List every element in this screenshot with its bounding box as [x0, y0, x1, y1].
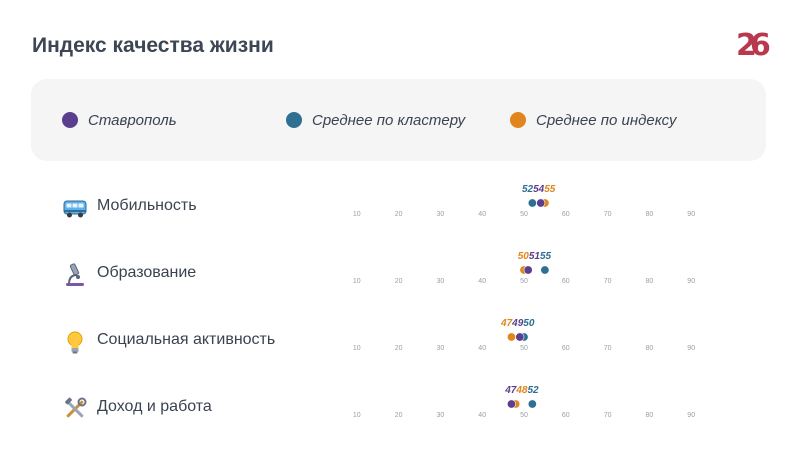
legend-dot-city	[62, 112, 78, 128]
tick-label: 50	[520, 412, 528, 419]
tick-label: 80	[646, 211, 654, 218]
tick-label: 30	[437, 211, 445, 218]
tick-label: 10	[353, 345, 361, 352]
tick-label: 10	[353, 412, 361, 419]
tick-label: 50	[520, 345, 528, 352]
tick-label: 30	[437, 278, 445, 285]
legend-dot-index	[510, 112, 526, 128]
marker-cluster	[540, 265, 550, 275]
tick-label: 80	[646, 412, 654, 419]
logo-digit: 2	[736, 28, 757, 63]
tick-label: 60	[562, 278, 570, 285]
row-label: Образование	[97, 264, 197, 281]
bus-icon	[62, 195, 88, 221]
tick-label: 70	[604, 211, 612, 218]
row-chart: 10 20 30 40 50 60 70 80 90 525455	[313, 184, 735, 218]
value-label-index: 48	[515, 385, 528, 396]
tick-label: 90	[687, 278, 695, 285]
marker-cluster	[527, 399, 537, 409]
page-title: Индекс качества жизни	[32, 34, 274, 57]
row-label: Мобильность	[97, 197, 197, 214]
tick-label: 40	[478, 211, 486, 218]
marker-index	[506, 332, 516, 342]
value-label-city: 47	[504, 385, 517, 396]
chart-row: Социальная активность 10 20 30 40 50 60 70 80 90 4…	[0, 318, 800, 361]
value-label-index: 47	[500, 318, 513, 329]
marker-city	[523, 265, 533, 275]
tick-label: 40	[478, 278, 486, 285]
value-label-cluster: 50	[523, 318, 535, 329]
tick-label: 70	[604, 278, 612, 285]
value-label-city: 49	[511, 318, 524, 329]
value-label-index: 50	[518, 251, 530, 262]
legend-item-index: Среднее по индексу	[510, 109, 677, 131]
tick-label: 20	[395, 211, 403, 218]
legend: Ставрополь Среднее по кластеру Среднее п…	[31, 79, 766, 161]
legend-item-cluster: Среднее по кластеру	[286, 109, 465, 131]
value-label-cluster: 52	[527, 385, 539, 396]
legend-label: Среднее по кластеру	[312, 111, 466, 129]
tick-label: 30	[437, 345, 445, 352]
tick-label: 70	[604, 345, 612, 352]
tick-label: 20	[395, 345, 403, 352]
microscope-icon	[62, 262, 88, 288]
tick-label: 20	[395, 278, 403, 285]
tick-label: 10	[353, 211, 361, 218]
marker-city	[506, 399, 516, 409]
value-label-index: 55	[544, 184, 556, 195]
row-label: Социальная активность	[97, 331, 276, 348]
tick-label: 40	[478, 345, 486, 352]
tick-label: 50	[520, 278, 528, 285]
marker-city	[515, 332, 525, 342]
value-labels: 525455	[522, 184, 556, 195]
tick-label: 80	[646, 278, 654, 285]
legend-label: Среднее по индексу	[536, 111, 677, 129]
value-labels: 505155	[518, 251, 552, 262]
tools-icon	[62, 396, 88, 422]
tick-label: 60	[562, 412, 570, 419]
logo-digit: 6	[750, 28, 771, 63]
value-labels: 474950	[500, 318, 535, 329]
tick-label: 60	[562, 211, 570, 218]
legend-item-city: Ставрополь	[62, 109, 177, 131]
tick-label: 90	[687, 412, 695, 419]
legend-label: Ставрополь	[88, 111, 177, 129]
chart-row: Мобильность 10 20 30 40 50 60 70 80 90 525455	[0, 184, 800, 227]
tick-label: 50	[520, 211, 528, 218]
tick-label: 80	[646, 345, 654, 352]
value-label-city: 54	[533, 184, 545, 195]
row-chart: 10 20 30 40 50 60 70 80 90 474852	[313, 385, 735, 419]
tick-label: 20	[395, 412, 403, 419]
tick-label: 60	[562, 345, 570, 352]
value-labels: 474852	[504, 385, 539, 396]
tick-label: 90	[687, 211, 695, 218]
value-label-cluster: 55	[540, 251, 552, 262]
chart-row: Доход и работа 10 20 30 40 50 60 70 80 90 474852	[0, 385, 800, 428]
lightbulb-icon	[62, 329, 88, 355]
marker-city	[536, 198, 546, 208]
row-label: Доход и работа	[97, 398, 212, 415]
tick-label: 30	[437, 412, 445, 419]
marker-cluster	[527, 198, 537, 208]
value-label-city: 51	[529, 251, 541, 262]
tick-label: 70	[604, 412, 612, 419]
value-label-cluster: 52	[522, 184, 534, 195]
legend-dot-cluster	[286, 112, 302, 128]
tick-label: 90	[687, 345, 695, 352]
logo: 2 6	[736, 30, 772, 62]
tick-label: 40	[478, 412, 486, 419]
chart-row: Образование 10 20 30 40 50 60 70 80 90 505155	[0, 251, 800, 294]
tick-label: 10	[353, 278, 361, 285]
